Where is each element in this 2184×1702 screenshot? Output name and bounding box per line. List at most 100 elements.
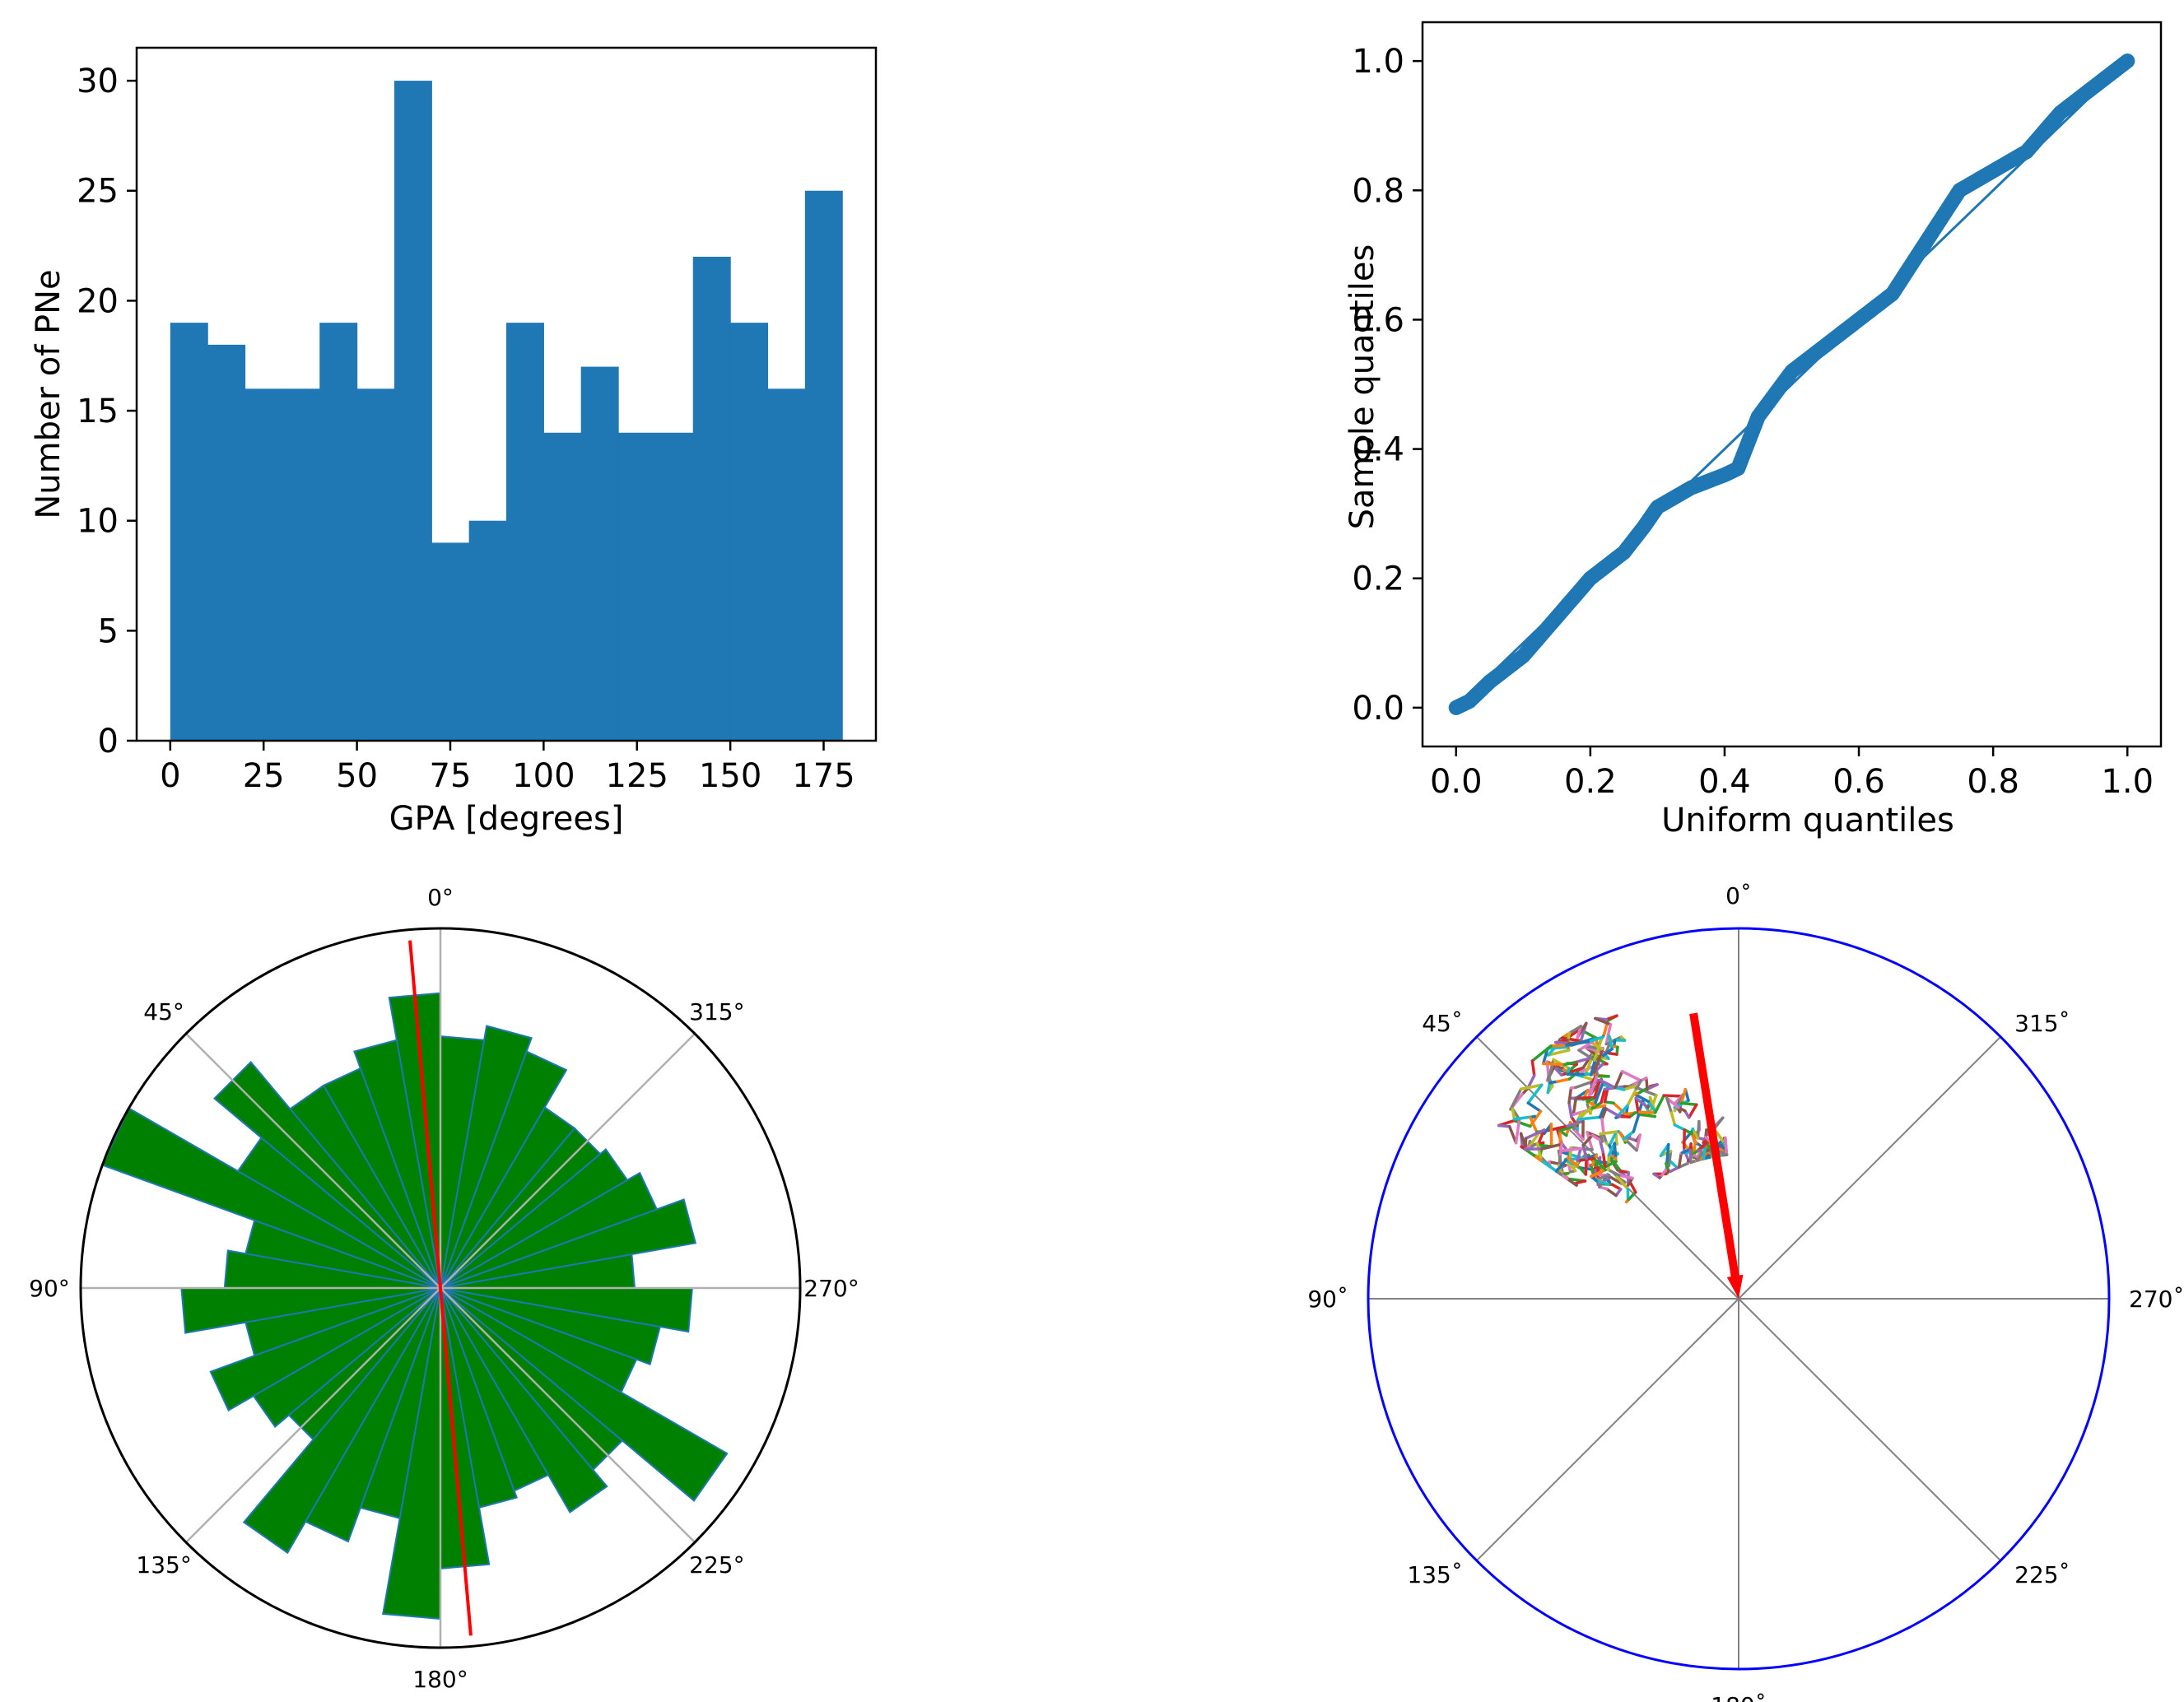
- qq-y-axis-label: Sample quantiles: [1343, 244, 1381, 530]
- y-tick-label: 1.0: [1352, 43, 1404, 81]
- y-tick-label: 0: [98, 723, 119, 760]
- random-walk-panel: 0˚ 45˚ 90˚ 135˚ 180˚ 225˚ 270˚ 315˚: [1307, 882, 2184, 1702]
- walk-segment: [1590, 1153, 1599, 1169]
- walk-segment: [1607, 1168, 1621, 1177]
- walk-segment: [1724, 1136, 1729, 1156]
- qq-plot-panel: 0.0 0.2 0.4 0.6 0.8 1.0 0.0 0.2 0.4 0.6 0.8 1.0 Un…: [1343, 21, 2163, 839]
- walk-segment: [1514, 1118, 1521, 1145]
- walk-segment: [1589, 1097, 1595, 1115]
- walk-segment: [1599, 1129, 1620, 1136]
- walk-segment: [1555, 1156, 1570, 1173]
- walk-segment: [1592, 1156, 1608, 1172]
- walk-segment: [1645, 1077, 1649, 1091]
- walk-segment: [1669, 1165, 1681, 1173]
- walk-segment: [1593, 1078, 1602, 1100]
- walk-segment: [1546, 1045, 1568, 1050]
- rose-grid-line: [440, 1287, 696, 1543]
- walk-segment: [1669, 1111, 1677, 1127]
- walk-segment: [1613, 1142, 1618, 1160]
- walk-segment: [1586, 1035, 1604, 1044]
- x-tick-label: 175: [792, 757, 855, 795]
- x-tick-label: 50: [336, 757, 378, 795]
- rose-diagram-panel: 0° 45° 90° 135° 180° 225° 270° 315°: [29, 884, 859, 1693]
- walk-angle-label: 0˚: [1725, 882, 1752, 909]
- walk-segment: [1594, 1174, 1611, 1182]
- x-tick-label: 0.4: [1698, 763, 1751, 801]
- qq-point: [2120, 53, 2135, 69]
- rose-grid-line: [185, 1287, 441, 1543]
- rose-angle-label: 315°: [689, 998, 744, 1025]
- walk-segment: [1679, 1087, 1688, 1105]
- walk-segment: [1560, 1067, 1584, 1077]
- walk-segment: [1577, 1049, 1596, 1062]
- walk-segment: [1524, 1128, 1546, 1140]
- walk-grid-line: [1738, 1036, 2001, 1300]
- histogram-bar: [692, 256, 731, 741]
- x-tick-label: 0.6: [1832, 763, 1885, 801]
- histogram-bar: [319, 323, 358, 741]
- walk-segment: [1620, 1070, 1643, 1082]
- walk-segment: [1598, 1078, 1617, 1090]
- walk-segment: [1592, 1046, 1604, 1074]
- walk-segment: [1687, 1103, 1698, 1119]
- x-tick-label: 150: [699, 757, 761, 795]
- x-tick-label: 0: [160, 757, 180, 795]
- histogram-y-axis-label: Number of PNe: [30, 269, 68, 519]
- walk-segment: [1622, 1084, 1637, 1091]
- walk-segment: [1546, 1081, 1552, 1095]
- walk-segment: [1615, 1174, 1630, 1191]
- walk-segment: [1604, 1107, 1622, 1118]
- walk-segment: [1541, 1160, 1558, 1173]
- y-tick-label: 0.4: [1352, 431, 1404, 469]
- walk-segment: [1567, 1027, 1581, 1039]
- walk-segment: [1566, 1177, 1578, 1187]
- histogram-bar: [244, 388, 283, 741]
- histogram-bar: [618, 432, 657, 741]
- x-tick-label: 100: [512, 757, 575, 795]
- rose-angle-label: 180°: [412, 1666, 468, 1693]
- walk-segment: [1581, 1133, 1595, 1147]
- walk-segment: [1667, 1150, 1673, 1167]
- rose-angle-label: 225°: [689, 1551, 744, 1579]
- x-tick-label: 125: [606, 757, 668, 795]
- walk-segment: [1535, 1142, 1543, 1162]
- walk-segment: [1562, 1060, 1579, 1067]
- walk-segment: [1633, 1079, 1643, 1093]
- walk-segment: [1604, 1023, 1613, 1046]
- histogram-bar: [767, 388, 806, 741]
- x-tick-label: 25: [243, 757, 285, 795]
- walk-segment: [1512, 1118, 1532, 1128]
- walk-segment: [1637, 1110, 1657, 1114]
- walk-segment: [1600, 1087, 1607, 1104]
- rose-angle-label: 135°: [136, 1551, 191, 1579]
- rose-grid-line: [185, 1033, 441, 1289]
- walk-segment: [1633, 1092, 1650, 1104]
- walk-segment: [1558, 1142, 1563, 1159]
- walk-segment: [1519, 1083, 1544, 1090]
- y-tick-label: 0.6: [1352, 301, 1404, 339]
- walk-segment: [1608, 1131, 1618, 1147]
- walk-segment: [1589, 1168, 1608, 1179]
- walk-segment: [1665, 1142, 1670, 1166]
- walk-grid: [1368, 928, 2109, 1669]
- walk-segment: [1626, 1136, 1638, 1142]
- y-tick-label: 15: [77, 393, 119, 430]
- walk-segment: [1646, 1083, 1659, 1091]
- walk-segment: [1553, 1065, 1563, 1077]
- walk-segment: [1572, 1128, 1585, 1142]
- rose-bars: [100, 992, 729, 1621]
- walk-segment: [1541, 1062, 1567, 1067]
- qq-y-ticks: 0.0 0.2 0.4 0.6 0.8 1.0: [1352, 43, 1423, 728]
- x-tick-label: 0.8: [1967, 763, 2019, 801]
- walk-segment: [1557, 1155, 1562, 1168]
- walk-segment: [1612, 1101, 1628, 1117]
- walk-segment: [1530, 1059, 1536, 1077]
- walk-segment: [1590, 1100, 1603, 1110]
- rose-grid: [81, 928, 800, 1648]
- walk-segment: [1682, 1128, 1686, 1151]
- walk-segment: [1589, 1072, 1599, 1096]
- walk-segment: [1572, 1096, 1578, 1116]
- y-tick-label: 0.2: [1352, 560, 1404, 598]
- x-tick-label: 0.2: [1564, 763, 1617, 801]
